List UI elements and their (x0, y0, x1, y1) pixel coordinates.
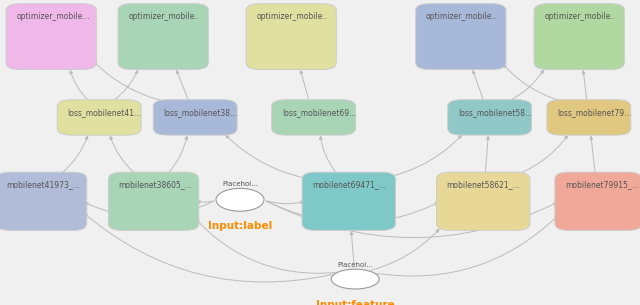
FancyBboxPatch shape (246, 4, 337, 70)
Text: mobilenet38605_...: mobilenet38605_... (119, 180, 193, 189)
FancyBboxPatch shape (108, 172, 198, 231)
Text: mobilenet79915_...: mobilenet79915_... (565, 180, 639, 189)
FancyBboxPatch shape (547, 100, 631, 135)
Text: Placehol...: Placehol... (337, 262, 373, 268)
FancyBboxPatch shape (58, 100, 141, 135)
FancyBboxPatch shape (272, 100, 356, 135)
Text: loss_mobilenet69...: loss_mobilenet69... (282, 108, 356, 117)
Text: mobilenet41973_...: mobilenet41973_... (7, 180, 81, 189)
Text: loss_mobilenet58...: loss_mobilenet58... (458, 108, 532, 117)
Text: Input:feature: Input:feature (316, 300, 395, 305)
FancyBboxPatch shape (436, 172, 530, 231)
Text: loss_mobilenet38...: loss_mobilenet38... (164, 108, 237, 117)
Text: optimizer_mobile..: optimizer_mobile.. (426, 12, 497, 21)
FancyBboxPatch shape (448, 100, 531, 135)
Text: mobilenet58621_...: mobilenet58621_... (447, 180, 520, 189)
Ellipse shape (216, 188, 264, 211)
Text: optimizer_mobile..: optimizer_mobile.. (545, 12, 616, 21)
Text: Placehol...: Placehol... (222, 181, 258, 187)
Text: optimizer_mobile...: optimizer_mobile... (17, 12, 90, 21)
FancyBboxPatch shape (416, 4, 506, 70)
Ellipse shape (332, 269, 380, 289)
Text: loss_mobilenet79...: loss_mobilenet79... (557, 108, 632, 117)
FancyBboxPatch shape (154, 100, 237, 135)
FancyBboxPatch shape (302, 172, 396, 231)
FancyBboxPatch shape (118, 4, 209, 70)
FancyBboxPatch shape (0, 172, 87, 231)
Text: Input:label: Input:label (208, 221, 272, 231)
Text: loss_mobilenet41...: loss_mobilenet41... (68, 108, 141, 117)
FancyBboxPatch shape (6, 4, 97, 70)
Text: optimizer_mobile..: optimizer_mobile.. (256, 12, 328, 21)
FancyBboxPatch shape (555, 172, 640, 231)
Text: mobilenet69471_...: mobilenet69471_... (312, 180, 386, 189)
FancyBboxPatch shape (534, 4, 625, 70)
Text: optimizer_mobile..: optimizer_mobile.. (128, 12, 200, 21)
